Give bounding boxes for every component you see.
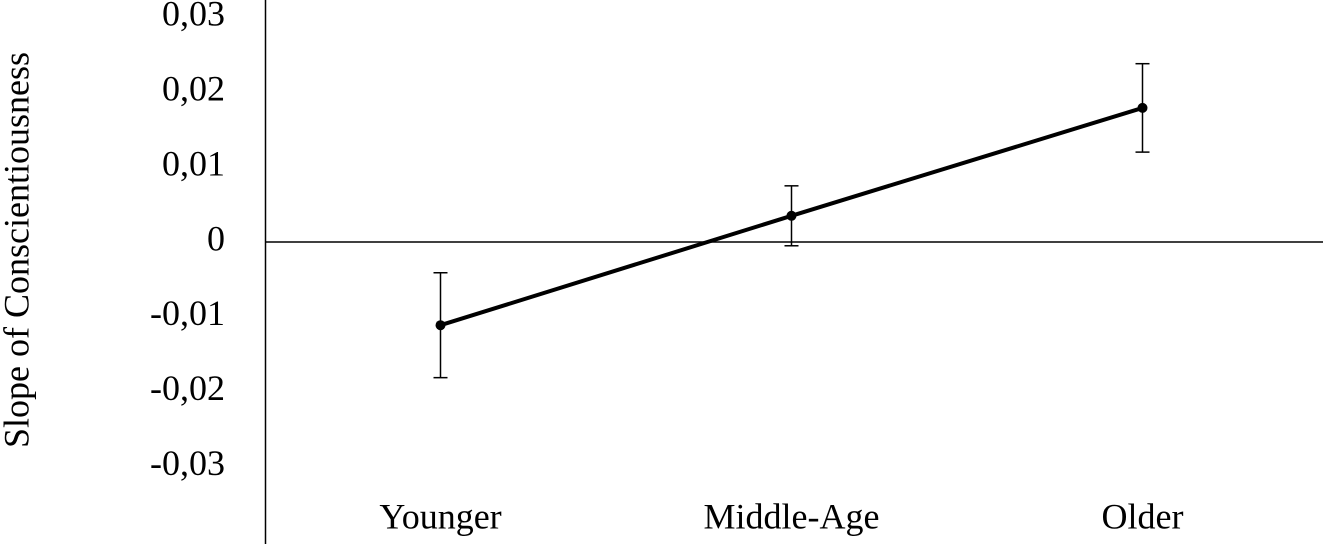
point [1137,102,1148,113]
y-tick-label: -0,02 [150,368,225,408]
y-tick-label: -0,03 [150,443,225,483]
x-tick-label: Older [1102,496,1184,536]
y-tick-label: 0,03 [162,0,225,33]
y-axis-title: Slope of Conscientiousness [0,52,36,448]
y-tick-label: 0 [207,218,225,258]
y-tick-label: 0,02 [162,68,225,108]
x-tick-label: Middle-Age [704,496,880,536]
point [786,210,797,221]
point [435,320,446,331]
x-tick-label: Younger [379,496,501,536]
y-tick-label: 0,01 [162,143,225,183]
y-tick-label: -0,01 [150,293,225,333]
